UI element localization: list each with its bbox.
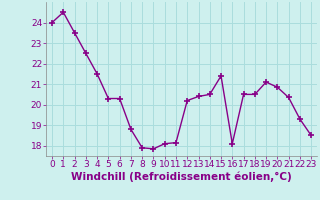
X-axis label: Windchill (Refroidissement éolien,°C): Windchill (Refroidissement éolien,°C) xyxy=(71,172,292,182)
